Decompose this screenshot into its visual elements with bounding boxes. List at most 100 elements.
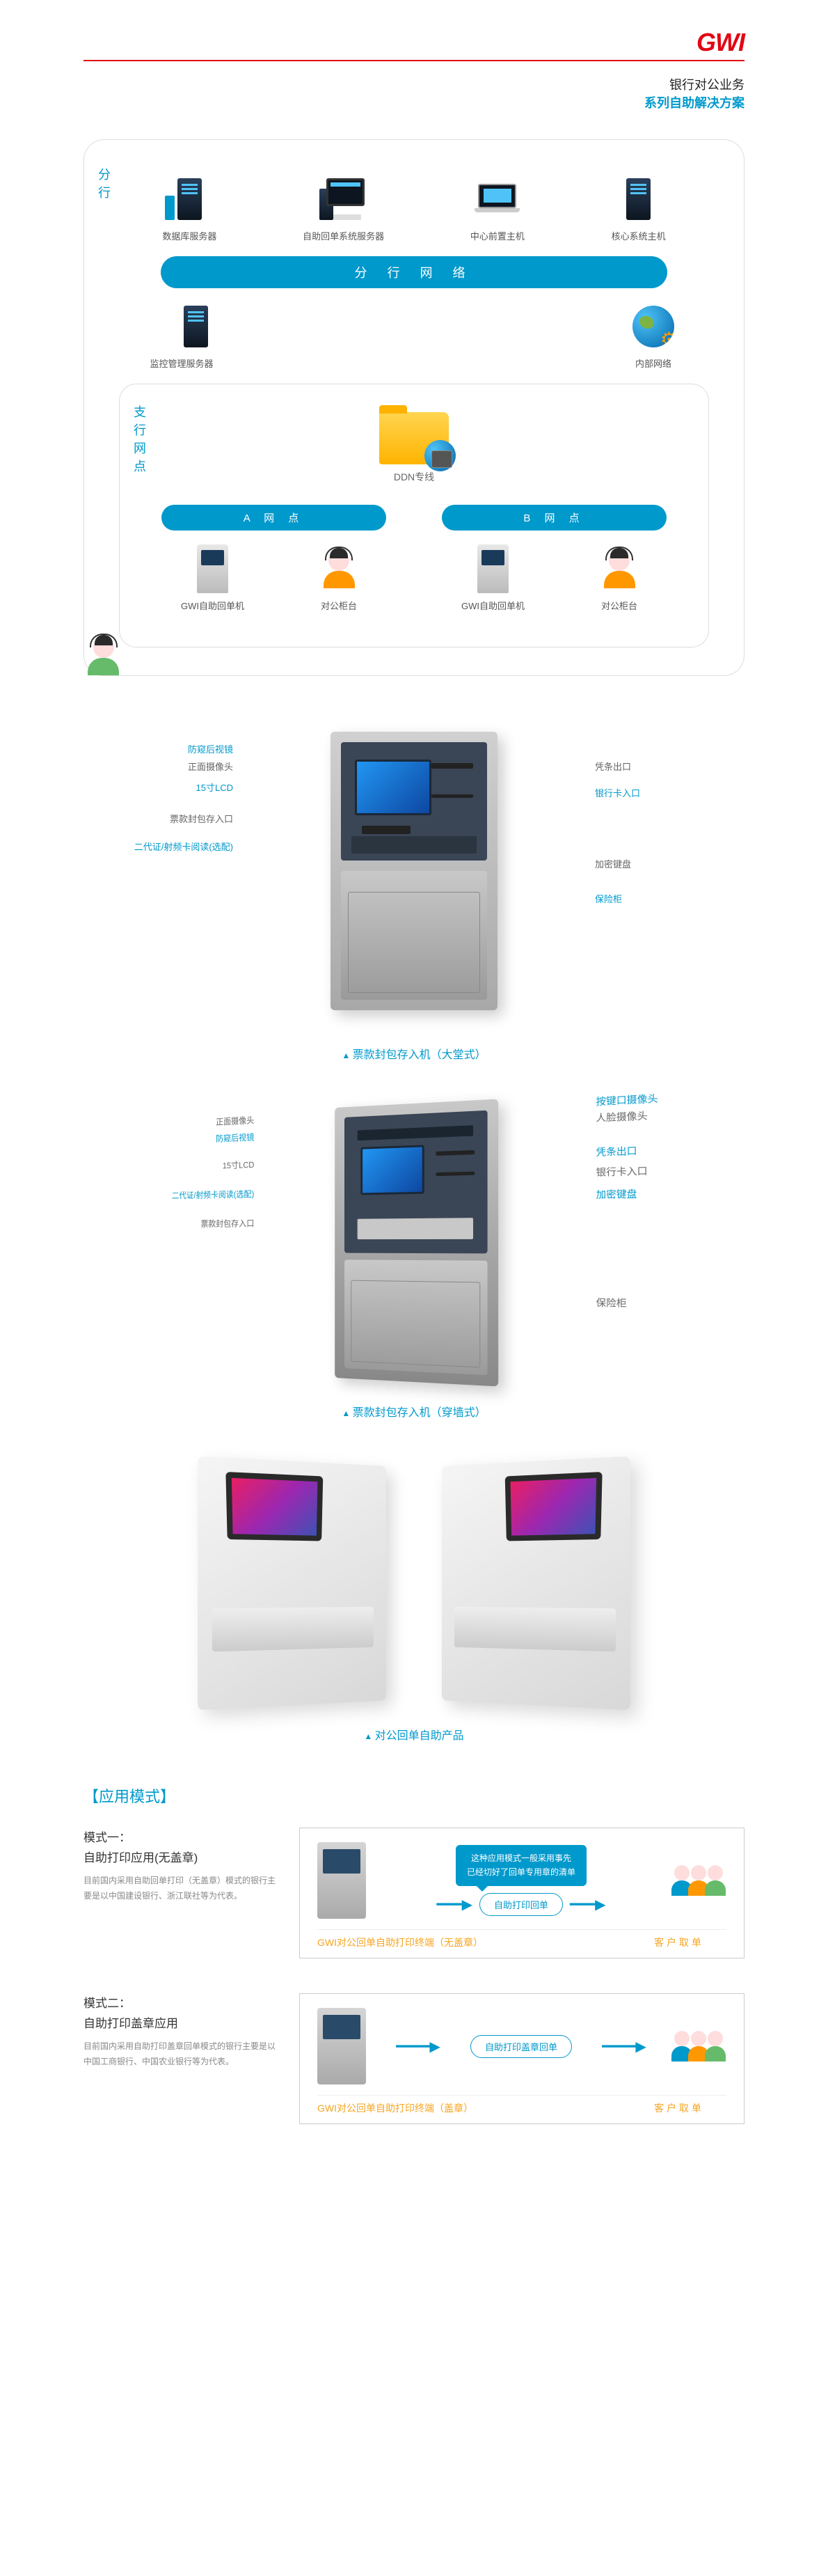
product2-image: 正面摄像头 防窥后视镜 15寸LCD 二代证/射频卡阅读(选配) 票款封包存入口…	[328, 1099, 506, 1387]
kiosk-screen	[225, 1472, 323, 1541]
mode1-desc: 目前国内采用自助回单打印（无盖章）模式的银行主要是以中国建设银行、浙江联社等为代…	[83, 1874, 278, 1903]
annot: 保险柜	[595, 892, 622, 905]
annot: 银行卡入口	[595, 786, 640, 799]
page-header: GWI	[83, 28, 745, 61]
node-db-server: 数据库服务器	[161, 175, 217, 242]
mode1-diagram: 这种应用模式一般采用事先 已经切好了回单专用章的清单 ━━━▶ 自助打印回单 ━…	[299, 1828, 745, 1958]
annot: 凭条出口	[596, 1143, 637, 1159]
header-divider	[83, 60, 745, 61]
kiosk-screen	[355, 760, 431, 815]
point-b-bar: B 网 点	[442, 505, 667, 531]
branch-a: A 网 点 GWI自助回单机 对公柜台	[148, 498, 400, 626]
arrow-icon: ━━━▶	[570, 1896, 606, 1913]
annot: 加密键盘	[596, 1186, 637, 1201]
person-icon	[320, 550, 358, 588]
section-label-subbranch: 支行网点	[130, 405, 148, 478]
safe-door	[351, 1280, 480, 1368]
server-icon	[177, 178, 202, 220]
people-icon	[676, 1865, 726, 1896]
mode1-label-right: 客 户 取 单	[629, 1935, 726, 1949]
card-slot	[436, 1172, 475, 1177]
kiosk-tray	[454, 1607, 616, 1652]
section-label-branch: 分行	[95, 168, 113, 204]
logo: GWI	[696, 28, 745, 56]
annot: 按键口摄像头	[596, 1090, 658, 1108]
arrow-icon: ━━━━▶	[396, 2038, 440, 2055]
mode2-pill: 自助打印盖章回单	[470, 2035, 572, 2058]
node-receipt-server: 自助回单系统服务器	[303, 175, 384, 242]
kiosk-screen	[360, 1145, 424, 1195]
mode2-label-left: GWI对公回单自助打印终端（盖章）	[317, 2101, 629, 2115]
mode1-h2: 自助打印应用(无盖章)	[83, 1848, 278, 1865]
product3-caption: 对公回单自助产品	[83, 1726, 745, 1743]
mode1-label-left: GWI对公回单自助打印终端（无盖章）	[317, 1935, 629, 1949]
kiosk-tray	[212, 1607, 374, 1652]
branch-network-bar: 分 行 网 络	[161, 256, 667, 288]
annot: 防窥后视镜	[216, 1130, 254, 1144]
node-core-host: 核心系统主机	[611, 175, 667, 242]
person-icon	[84, 637, 122, 675]
safe-door	[348, 892, 480, 993]
point-a-bar: A 网 点	[161, 505, 386, 531]
annot: 防窥后视镜	[188, 742, 233, 755]
annot: 凭条出口	[595, 760, 631, 773]
mode2-diagram: ━━━━▶ 自助打印盖章回单 ━━━━▶ GWI对公回单自助打印终端（盖章） 客…	[299, 1993, 745, 2124]
deposit-slot	[358, 1218, 473, 1239]
product3-section: 对公回单自助产品	[83, 1461, 745, 1743]
top-server-row: 数据库服务器 自助回单系统服务器 中心前置主机 核心系统主机	[119, 175, 709, 242]
mode2-h2: 自助打印盖章应用	[83, 2013, 278, 2031]
card-slot	[431, 794, 473, 798]
node-kiosk-a: GWI自助回单机	[181, 544, 244, 612]
annot: 二代证/射频卡阅读(选配)	[172, 1187, 255, 1201]
kiosk-icon	[197, 544, 228, 593]
globe-gear-icon	[632, 306, 674, 347]
chip-icon	[431, 450, 452, 468]
ddn-label: DDN专线	[148, 470, 680, 484]
annot: 票款封包存入口	[170, 812, 233, 825]
keypad-area	[351, 836, 477, 854]
annot: 加密键盘	[595, 857, 631, 870]
mode1-labels: GWI对公回单自助打印终端（无盖章） 客 户 取 单	[317, 1929, 726, 1949]
mid-row: 监控管理服务器 内部网络	[119, 302, 709, 370]
mode1-h1: 模式一：	[83, 1828, 278, 1845]
branch-points-row: A 网 点 GWI自助回单机 对公柜台 B 网 点 GWI自助回单机 对公柜台	[148, 498, 680, 626]
annot: 二代证/射频卡阅读(选配)	[134, 840, 233, 853]
annot: 保险柜	[596, 1295, 627, 1310]
node-counter-b: 对公柜台	[591, 544, 647, 612]
mode1-block: 模式一： 自助打印应用(无盖章) 目前国内采用自助回单打印（无盖章）模式的银行主…	[83, 1828, 745, 1958]
folder-icon	[379, 412, 449, 464]
product1-caption: 票款封包存入机（大堂式）	[83, 1045, 745, 1062]
page-title: 银行对公业务 系列自助解决方案	[83, 75, 745, 111]
sub-branch-box: 支行网点 DDN专线 A 网 点 GWI自助回单机 对公柜台 B 网 点 GWI…	[119, 384, 709, 647]
annot: 15寸LCD	[196, 780, 233, 794]
annot: 正面摄像头	[188, 760, 233, 773]
ddn-folder: DDN专线	[148, 412, 680, 484]
mode1-text: 模式一： 自助打印应用(无盖章) 目前国内采用自助回单打印（无盖章）模式的银行主…	[83, 1828, 278, 1903]
annot: 票款封包存入口	[201, 1216, 255, 1229]
white-kiosk-right	[435, 1461, 630, 1705]
annot: 正面摄像头	[216, 1113, 254, 1127]
annot: 15寸LCD	[223, 1158, 255, 1171]
mode1-pill: 自助打印回单	[479, 1893, 563, 1916]
receipt-slot	[431, 763, 473, 769]
node-intranet: 内部网络	[626, 302, 681, 370]
white-kiosks-row	[83, 1461, 745, 1705]
arrow-icon: ━━━━▶	[602, 2038, 646, 2055]
node-kiosk-b: GWI自助回单机	[461, 544, 525, 612]
mode2-label-right: 客 户 取 单	[629, 2101, 726, 2115]
mode1-bubble: 这种应用模式一般采用事先 已经切好了回单专用章的清单	[456, 1845, 587, 1885]
mode2-labels: GWI对公回单自助打印终端（盖章） 客 户 取 单	[317, 2095, 726, 2115]
arrow-icon: ━━━▶	[436, 1896, 472, 1913]
kiosk-screen	[505, 1472, 603, 1541]
title-line2: 系列自助解决方案	[83, 93, 745, 111]
mode-kiosk-icon	[317, 2008, 366, 2084]
kiosk-icon	[477, 544, 509, 593]
node-monitor-server: 监控管理服务器	[147, 302, 216, 370]
server-icon	[626, 178, 651, 220]
modes-section-title: 【应用模式】	[83, 1784, 745, 1807]
white-kiosk-left	[198, 1461, 393, 1705]
product2-section: 正面摄像头 防窥后视镜 15寸LCD 二代证/射频卡阅读(选配) 票款封包存入口…	[83, 1104, 745, 1420]
person-icon	[600, 550, 639, 588]
annot: 人脸摄像头	[596, 1108, 648, 1124]
people-icon	[676, 2031, 726, 2062]
